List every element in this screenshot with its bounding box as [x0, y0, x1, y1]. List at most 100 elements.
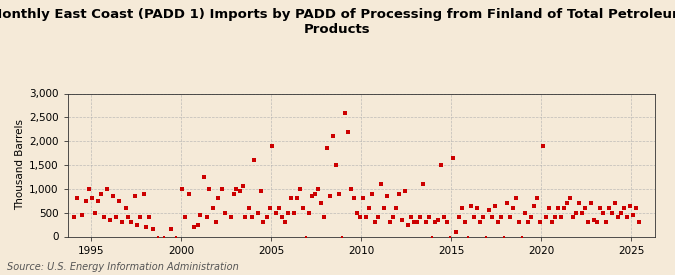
Point [165, 227, 176, 232]
Point [591, 220, 602, 224]
Point [595, 206, 605, 210]
Point [529, 203, 539, 208]
Point [583, 220, 593, 224]
Point [516, 234, 527, 239]
Point [93, 199, 104, 203]
Point [543, 206, 554, 210]
Point [76, 213, 87, 217]
Point [252, 210, 263, 215]
Point [421, 220, 431, 224]
Point [411, 220, 422, 224]
Point [396, 218, 407, 222]
Point [198, 175, 209, 179]
Point [96, 191, 107, 196]
Point [568, 215, 578, 220]
Point [276, 215, 287, 220]
Point [291, 196, 302, 200]
Point [585, 201, 596, 205]
Point [300, 234, 311, 239]
Point [228, 191, 239, 196]
Point [465, 203, 476, 208]
Point [562, 201, 572, 205]
Point [219, 210, 230, 215]
Point [102, 187, 113, 191]
Point [183, 191, 194, 196]
Point [450, 230, 461, 234]
Point [336, 234, 347, 239]
Point [132, 222, 143, 227]
Point [427, 234, 437, 239]
Point [373, 215, 383, 220]
Point [180, 215, 191, 220]
Point [369, 220, 380, 224]
Point [618, 206, 629, 210]
Point [408, 220, 419, 224]
Point [279, 220, 290, 224]
Point [144, 215, 155, 220]
Point [195, 213, 206, 217]
Point [153, 234, 164, 239]
Point [99, 215, 110, 220]
Point [108, 194, 119, 198]
Point [177, 187, 188, 191]
Point [502, 201, 512, 205]
Point [249, 158, 260, 163]
Point [306, 194, 317, 198]
Point [612, 215, 623, 220]
Point [318, 215, 329, 220]
Point [444, 234, 455, 239]
Point [234, 189, 245, 193]
Point [264, 206, 275, 210]
Point [454, 215, 464, 220]
Point [111, 215, 122, 220]
Point [366, 191, 377, 196]
Point [381, 194, 392, 198]
Point [535, 220, 545, 224]
Point [84, 187, 95, 191]
Point [630, 206, 641, 210]
Point [87, 196, 98, 200]
Point [510, 196, 521, 200]
Point [400, 189, 410, 193]
Point [531, 196, 542, 200]
Text: Monthly East Coast (PADD 1) Imports by PADD of Processing from Finland of Total : Monthly East Coast (PADD 1) Imports by P… [0, 8, 675, 36]
Point [475, 220, 485, 224]
Point [282, 210, 293, 215]
Point [225, 215, 236, 220]
Point [114, 199, 125, 203]
Point [360, 215, 371, 220]
Point [147, 227, 158, 232]
Point [483, 208, 494, 213]
Point [213, 196, 224, 200]
Point [240, 215, 251, 220]
Point [486, 215, 497, 220]
Point [120, 206, 131, 210]
Point [69, 215, 80, 220]
Point [514, 220, 524, 224]
Point [81, 199, 92, 203]
Point [525, 215, 536, 220]
Point [402, 222, 413, 227]
Point [216, 187, 227, 191]
Point [297, 206, 308, 210]
Point [231, 187, 242, 191]
Point [330, 163, 341, 167]
Point [210, 220, 221, 224]
Point [477, 215, 488, 220]
Point [135, 215, 146, 220]
Point [549, 215, 560, 220]
Point [552, 206, 563, 210]
Point [309, 191, 320, 196]
Point [342, 130, 353, 134]
Point [606, 210, 617, 215]
Point [255, 189, 266, 193]
Point [171, 234, 182, 239]
Point [315, 201, 326, 205]
Point [616, 210, 626, 215]
Point [624, 203, 635, 208]
Point [576, 210, 587, 215]
Point [495, 215, 506, 220]
Point [570, 210, 581, 215]
Point [354, 215, 365, 220]
Point [394, 191, 404, 196]
